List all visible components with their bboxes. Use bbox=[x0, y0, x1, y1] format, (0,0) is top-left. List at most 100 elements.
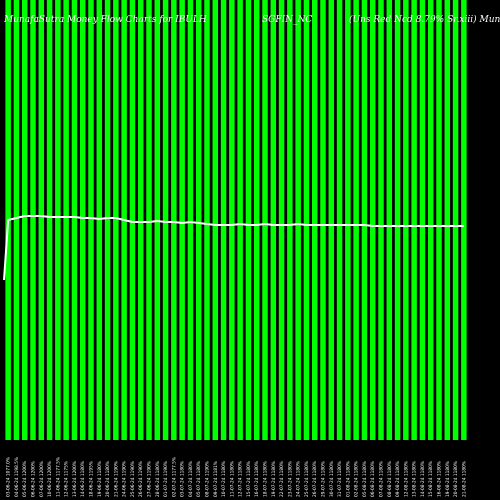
x-tick-label: 12-06-24 1175% bbox=[64, 461, 70, 497]
bar bbox=[21, 0, 28, 440]
x-tick-label: 06-06-24 1200% bbox=[31, 461, 37, 497]
bar bbox=[452, 0, 459, 440]
bar bbox=[79, 0, 86, 440]
line-group bbox=[3, 215, 464, 281]
x-tick-label: 24-06-24 1190% bbox=[122, 461, 128, 497]
x-tick-label: 03-07-24 1180% bbox=[180, 461, 186, 497]
bar bbox=[179, 0, 185, 440]
x-tick-label: 04-07-24 1180% bbox=[188, 461, 194, 497]
x-tick-label: 07-08-24 1180% bbox=[379, 461, 385, 497]
x-tick-label: 21-08-24 1180% bbox=[461, 461, 467, 497]
bar bbox=[104, 0, 111, 440]
x-tick-label: 19-07-24 1180% bbox=[271, 461, 277, 497]
x-tick-label: 21-06-24 1190% bbox=[113, 461, 119, 497]
x-tick-label: 29-07-24 1180% bbox=[321, 461, 327, 497]
x-tick-label: 01-07-24 1190% bbox=[163, 461, 169, 497]
bar bbox=[411, 0, 417, 440]
x-tick-label: 26-07-24 1180% bbox=[312, 461, 318, 497]
bar bbox=[444, 0, 451, 440]
bar bbox=[71, 0, 78, 440]
x-tick-label: 06-08-24 1180% bbox=[370, 461, 376, 497]
x-tick-label: 25-06-24 1190% bbox=[130, 461, 136, 497]
x-tick-label: 20-08-24 1180% bbox=[453, 461, 459, 497]
x-tick-label: 15-08-24 1180% bbox=[428, 461, 434, 497]
x-tick-label: 28-06-24 1180% bbox=[155, 461, 161, 497]
bar bbox=[212, 0, 219, 440]
bar bbox=[220, 0, 227, 440]
x-tick-label: 10-06-24 1200% bbox=[47, 461, 53, 497]
bar bbox=[46, 0, 53, 440]
bar bbox=[287, 0, 293, 440]
bar bbox=[88, 0, 94, 440]
x-tick-label: 27-06-24 1190% bbox=[147, 461, 153, 497]
bar bbox=[386, 0, 393, 440]
bar bbox=[137, 0, 144, 440]
bar bbox=[311, 0, 318, 440]
bar bbox=[461, 0, 467, 440]
x-tick-label: 08-08-24 1180% bbox=[387, 461, 393, 497]
bar bbox=[162, 0, 169, 440]
bar bbox=[63, 0, 69, 440]
bar bbox=[436, 0, 442, 440]
bar bbox=[171, 0, 177, 440]
bar bbox=[129, 0, 136, 440]
bar bbox=[262, 0, 268, 440]
x-tick-label: 31-07-24 1180% bbox=[337, 461, 343, 497]
bar bbox=[13, 0, 20, 440]
chart-title-left: MunafaSutra Money Flow Charts for IBULH bbox=[3, 15, 207, 25]
bar bbox=[303, 0, 310, 440]
x-tick-label: 16-08-24 1180% bbox=[437, 461, 443, 497]
x-tick-label: 16-07-24 1180% bbox=[254, 461, 260, 497]
x-tick-label: 25-07-24 1180% bbox=[304, 461, 310, 497]
bar bbox=[55, 0, 61, 440]
bar bbox=[369, 0, 376, 440]
bar bbox=[336, 0, 343, 440]
chart-title-right: (Uns Red Ncd 8.79% Sr.xiii) MunafaSutra.… bbox=[349, 14, 500, 25]
x-tick-label: 22-07-24 1180% bbox=[279, 461, 285, 497]
x-tick-label: 08-07-24 1190% bbox=[205, 461, 211, 497]
x-tick-label: 18-07-24 1180% bbox=[263, 461, 269, 497]
x-tick-label: 12-08-24 1180% bbox=[403, 461, 409, 497]
x-tick-label: 13-08-24 1180% bbox=[412, 461, 418, 497]
bars-group bbox=[5, 0, 467, 440]
x-tick-label: 03-06-24 1077.0% bbox=[6, 457, 12, 497]
x-tick-label: 01-08-24 1180% bbox=[345, 461, 351, 497]
x-tick-label: 07-06-24 1200% bbox=[39, 461, 45, 497]
bar bbox=[378, 0, 384, 440]
x-tick-label: 13-06-24 1200% bbox=[72, 461, 78, 497]
x-tick-label: 12-07-24 1180% bbox=[238, 461, 244, 497]
x-tick-label: 04-06-24 1198.5% bbox=[14, 457, 20, 497]
bar bbox=[195, 0, 202, 440]
x-tick-label: 05-08-24 1180% bbox=[362, 461, 368, 497]
chart-title-mid: SGFIN_NC bbox=[262, 15, 312, 25]
bar bbox=[204, 0, 210, 440]
bar bbox=[295, 0, 301, 440]
x-tick-label: 15-07-24 1180% bbox=[246, 461, 252, 497]
x-tick-label: 02-07-24 1177.5% bbox=[171, 457, 177, 497]
x-tick-label: 09-08-24 1180% bbox=[395, 461, 401, 497]
x-tick-label: 26-06-24 1190% bbox=[138, 461, 144, 497]
bar bbox=[30, 0, 36, 440]
bar bbox=[96, 0, 103, 440]
bar bbox=[394, 0, 401, 440]
x-tick-label: 18-06-24 1195% bbox=[89, 461, 95, 497]
bar bbox=[328, 0, 335, 440]
bar bbox=[320, 0, 326, 440]
x-tick-label: 23-07-24 1180% bbox=[287, 461, 293, 497]
x-tick-label: 02-08-24 1180% bbox=[354, 461, 360, 497]
bar bbox=[245, 0, 252, 440]
x-tick-label: 20-06-24 1180% bbox=[105, 461, 111, 497]
bar bbox=[361, 0, 368, 440]
bar bbox=[113, 0, 119, 440]
x-tick-label: 11-07-24 1180% bbox=[229, 461, 235, 497]
bar bbox=[187, 0, 194, 440]
x-tick-label: 24-07-24 1180% bbox=[296, 461, 302, 497]
x-tick-label: 30-07-24 1180% bbox=[329, 461, 335, 497]
bar bbox=[419, 0, 426, 440]
x-tick-label: 10-07-24 1180% bbox=[221, 461, 227, 497]
x-tick-label: 14-06-24 1180% bbox=[80, 461, 86, 497]
x-tick-label: 19-06-24 1180% bbox=[97, 461, 103, 497]
bar bbox=[278, 0, 285, 440]
bar bbox=[427, 0, 434, 440]
